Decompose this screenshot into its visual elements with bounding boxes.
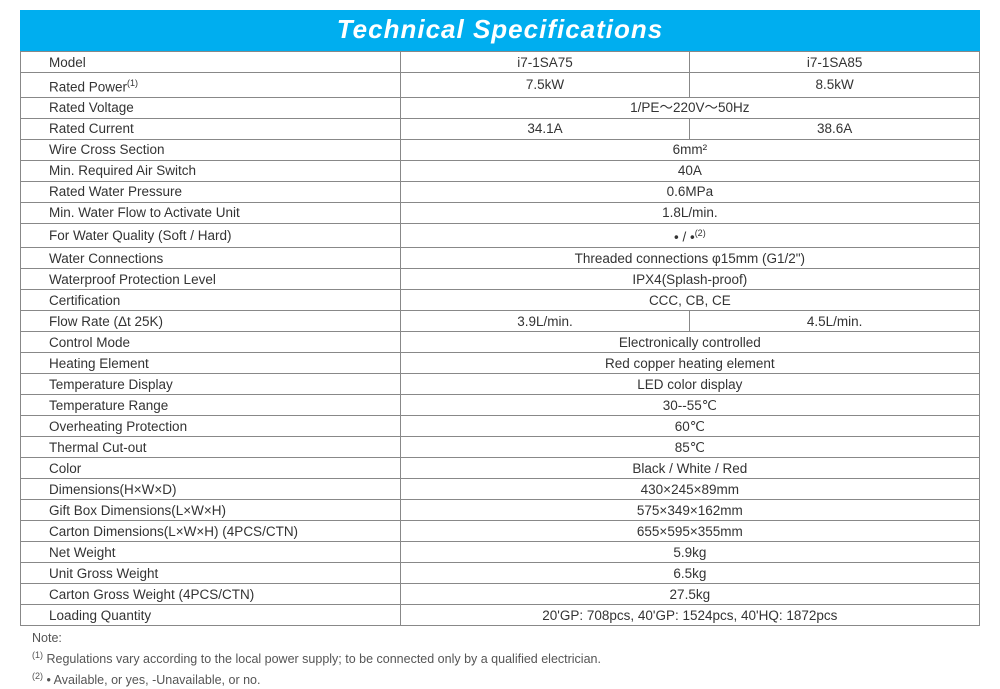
- row-label: Gift Box Dimensions(L×W×H): [21, 500, 401, 521]
- row-label: Loading Quantity: [21, 605, 401, 626]
- row-value: CCC, CB, CE: [400, 290, 979, 311]
- table-row: Control ModeElectronically controlled: [21, 332, 980, 353]
- row-label: Min. Water Flow to Activate Unit: [21, 202, 401, 223]
- row-value-2: 4.5L/min.: [690, 311, 980, 332]
- table-row: Min. Water Flow to Activate Unit1.8L/min…: [21, 202, 980, 223]
- row-label: Net Weight: [21, 542, 401, 563]
- notes-heading: Note:: [32, 630, 980, 647]
- table-row: Loading Quantity20'GP: 708pcs, 40'GP: 15…: [21, 605, 980, 626]
- row-label: For Water Quality (Soft / Hard): [21, 223, 401, 248]
- row-value: 6mm²: [400, 139, 979, 160]
- table-row: Heating ElementRed copper heating elemen…: [21, 353, 980, 374]
- row-value: 5.9kg: [400, 542, 979, 563]
- row-label: Dimensions(H×W×D): [21, 479, 401, 500]
- table-row: ColorBlack / White / Red: [21, 458, 980, 479]
- table-row: Flow Rate (Δt 25K)3.9L/min.4.5L/min.: [21, 311, 980, 332]
- row-value-2: i7-1SA85: [690, 52, 980, 73]
- row-value: 1/PE～220V～50Hz: [400, 97, 979, 118]
- table-row: CertificationCCC, CB, CE: [21, 290, 980, 311]
- row-value: 1.8L/min.: [400, 202, 979, 223]
- row-value-1: 3.9L/min.: [400, 311, 690, 332]
- notes-block: Note: (1) Regulations vary according to …: [20, 630, 980, 689]
- value-footnote: (2): [695, 228, 706, 238]
- row-label: Thermal Cut-out: [21, 437, 401, 458]
- row-value: IPX4(Splash-proof): [400, 269, 979, 290]
- note-2-text: • Available, or yes, -Unavailable, or no…: [43, 673, 260, 687]
- row-value-2: 8.5kW: [690, 73, 980, 98]
- row-value: 30--55℃: [400, 395, 979, 416]
- note-2: (2) • Available, or yes, -Unavailable, o…: [32, 668, 980, 689]
- table-row: Unit Gross Weight6.5kg: [21, 563, 980, 584]
- row-label: Min. Required Air Switch: [21, 160, 401, 181]
- table-row: For Water Quality (Soft / Hard)• / •(2): [21, 223, 980, 248]
- row-label: Model: [21, 52, 401, 73]
- table-row: Net Weight5.9kg: [21, 542, 980, 563]
- row-value: 40A: [400, 160, 979, 181]
- label-footnote: (1): [127, 78, 138, 88]
- row-value: LED color display: [400, 374, 979, 395]
- row-label: Rated Current: [21, 118, 401, 139]
- row-value: Red copper heating element: [400, 353, 979, 374]
- row-value: 0.6MPa: [400, 181, 979, 202]
- row-value-1: i7-1SA75: [400, 52, 690, 73]
- row-value: 6.5kg: [400, 563, 979, 584]
- note-1: (1) Regulations vary according to the lo…: [32, 647, 980, 668]
- row-value: Black / White / Red: [400, 458, 979, 479]
- row-label: Temperature Range: [21, 395, 401, 416]
- table-row: Temperature DisplayLED color display: [21, 374, 980, 395]
- note-1-text: Regulations vary according to the local …: [43, 652, 601, 666]
- table-row: Overheating Protection60℃: [21, 416, 980, 437]
- table-row: Rated Current34.1A38.6A: [21, 118, 980, 139]
- row-value: 575×349×162mm: [400, 500, 979, 521]
- row-label: Overheating Protection: [21, 416, 401, 437]
- table-row: Carton Dimensions(L×W×H) (4PCS/CTN)655×5…: [21, 521, 980, 542]
- row-value-2: 38.6A: [690, 118, 980, 139]
- row-label: Temperature Display: [21, 374, 401, 395]
- row-label: Water Connections: [21, 248, 401, 269]
- row-value: 655×595×355mm: [400, 521, 979, 542]
- table-row: Rated Power(1)7.5kW8.5kW: [21, 73, 980, 98]
- row-label: Rated Voltage: [21, 97, 401, 118]
- spec-sheet: Technical Specifications Modeli7-1SA75i7…: [20, 10, 980, 689]
- row-label: Waterproof Protection Level: [21, 269, 401, 290]
- row-value: 85℃: [400, 437, 979, 458]
- row-value: Electronically controlled: [400, 332, 979, 353]
- table-row: Water ConnectionsThreaded connections φ1…: [21, 248, 980, 269]
- table-row: Wire Cross Section6mm²: [21, 139, 980, 160]
- row-label: Rated Power(1): [21, 73, 401, 98]
- note-1-sup: (1): [32, 650, 43, 660]
- row-value-1: 7.5kW: [400, 73, 690, 98]
- table-row: Gift Box Dimensions(L×W×H)575×349×162mm: [21, 500, 980, 521]
- row-label: Heating Element: [21, 353, 401, 374]
- row-value: 27.5kg: [400, 584, 979, 605]
- table-row: Carton Gross Weight (4PCS/CTN)27.5kg: [21, 584, 980, 605]
- spec-table: Modeli7-1SA75i7-1SA85Rated Power(1)7.5kW…: [20, 51, 980, 626]
- table-row: Thermal Cut-out85℃: [21, 437, 980, 458]
- title-bar: Technical Specifications: [20, 10, 980, 51]
- row-value-1: 34.1A: [400, 118, 690, 139]
- row-label: Carton Dimensions(L×W×H) (4PCS/CTN): [21, 521, 401, 542]
- row-label: Flow Rate (Δt 25K): [21, 311, 401, 332]
- row-value: 60℃: [400, 416, 979, 437]
- table-row: Rated Water Pressure0.6MPa: [21, 181, 980, 202]
- row-label: Control Mode: [21, 332, 401, 353]
- note-2-sup: (2): [32, 671, 43, 681]
- row-label: Carton Gross Weight (4PCS/CTN): [21, 584, 401, 605]
- row-label: Rated Water Pressure: [21, 181, 401, 202]
- table-row: Min. Required Air Switch40A: [21, 160, 980, 181]
- table-row: Rated Voltage1/PE～220V～50Hz: [21, 97, 980, 118]
- row-label: Wire Cross Section: [21, 139, 401, 160]
- row-label: Certification: [21, 290, 401, 311]
- row-value: 430×245×89mm: [400, 479, 979, 500]
- row-label: Color: [21, 458, 401, 479]
- row-value: Threaded connections φ15mm (G1/2"): [400, 248, 979, 269]
- row-label: Unit Gross Weight: [21, 563, 401, 584]
- row-value: • / •(2): [400, 223, 979, 248]
- table-row: Temperature Range30--55℃: [21, 395, 980, 416]
- table-row: Modeli7-1SA75i7-1SA85: [21, 52, 980, 73]
- row-value: 20'GP: 708pcs, 40'GP: 1524pcs, 40'HQ: 18…: [400, 605, 979, 626]
- table-row: Waterproof Protection LevelIPX4(Splash-p…: [21, 269, 980, 290]
- table-row: Dimensions(H×W×D)430×245×89mm: [21, 479, 980, 500]
